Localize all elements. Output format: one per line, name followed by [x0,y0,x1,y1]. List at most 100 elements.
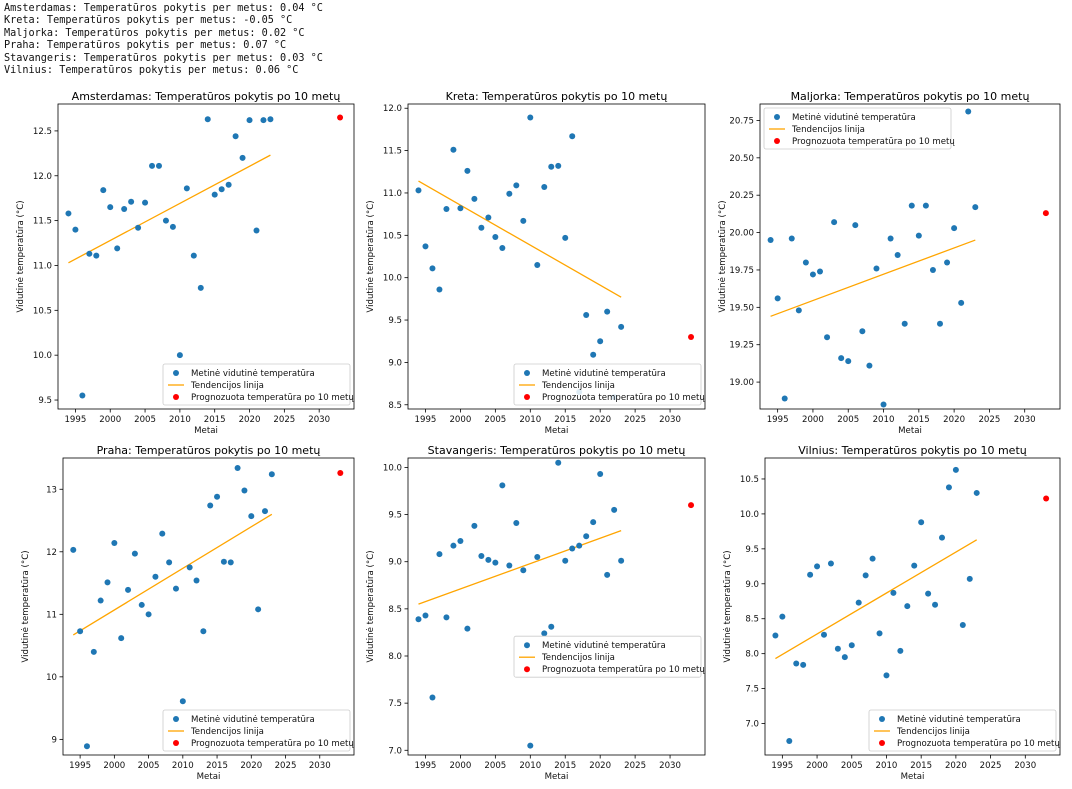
data-point [929,266,936,273]
data-point [513,182,520,189]
y-tick-label: 11.0 [33,261,52,271]
legend-entry: Tendencijos linija [190,727,264,737]
data-point [183,185,190,192]
y-tick-label: 7.5 [388,699,402,709]
y-tick-label: 7.0 [388,746,402,756]
data-point [852,222,859,229]
data-point [436,286,443,293]
data-point [415,187,422,194]
data-point [859,328,866,335]
x-tick-label: 2025 [624,761,646,771]
x-tick-label: 1995 [415,415,437,425]
legend-marker-points [524,370,530,376]
data-point [65,210,72,217]
y-tick-label: 13 [46,485,57,495]
y-tick-label: 11.5 [33,217,52,227]
console-line: Amsterdamas: Temperatūros pokytis per me… [4,3,323,14]
data-point [248,513,255,520]
legend-entry: Prognozuota temperatūra po 10 metų [542,665,705,675]
y-tick-label: 12.5 [33,127,52,137]
chart-title: Praha: Temperatūros pokytis po 10 metų [97,444,321,457]
y-tick-label: 19.25 [729,341,754,351]
x-tick-label: 2000 [449,761,471,771]
legend-marker-points [173,716,179,722]
data-point [114,245,121,252]
forecast-point [688,502,695,509]
y-tick-label: 8.0 [745,650,759,660]
y-axis-label: Vidutinė temperatūra (°C) [16,200,26,312]
data-point [824,334,831,341]
y-tick-label: 9.5 [388,511,402,521]
chart-title: Vilnius: Temperatūros pokytis po 10 metų [798,444,1026,457]
x-tick-label: 2015 [554,761,576,771]
legend-entry: Tendencijos linija [791,125,865,135]
data-point [800,661,807,668]
x-tick-label: 2005 [134,415,156,425]
data-point [464,625,471,632]
data-point [471,195,478,202]
data-point [200,628,207,635]
data-point [541,184,548,191]
y-tick-label: 11.5 [383,147,402,157]
trend-line [418,180,622,298]
x-tick-label: 2020 [239,415,261,425]
x-tick-label: 2015 [204,415,226,425]
data-point [873,265,880,272]
data-point [597,338,604,345]
y-tick-label: 9.5 [745,545,759,555]
forecast-point [1042,210,1049,217]
plot-frame [759,103,1061,410]
data-point [145,611,152,618]
data-point [821,631,827,638]
data-point [214,493,221,500]
data-point [973,489,980,496]
trend-line [770,239,976,317]
x-tick-label: 2015 [908,415,930,425]
y-tick-label: 11.0 [383,189,402,199]
legend: Metinė vidutinė temperatūra Tendencijos l… [763,107,955,150]
x-tick-label: 2010 [873,415,895,425]
data-point [604,308,611,315]
y-axis-label: Vidutinė temperatūra (°C) [723,550,733,662]
y-tick-label: 19.00 [729,378,754,388]
legend: Metinė vidutinė temperatūra Tendencijos l… [162,709,354,752]
console-line: Praha: Temperatūros pokytis per metus: 0… [4,40,287,52]
data-point [555,162,562,169]
trend-line [418,529,622,605]
x-tick-label: 1995 [69,761,91,771]
data-point [499,482,506,489]
data-point [415,616,422,623]
legend-marker-forecast [879,740,885,746]
data-point [220,558,227,565]
data-point [520,217,527,224]
data-point [118,635,125,642]
data-point [241,487,248,494]
data-point [779,613,786,620]
data-point [901,320,908,327]
x-tick-label: 2000 [449,415,471,425]
data-point [155,162,162,169]
data-point [232,133,239,140]
data-point [471,522,478,529]
data-point [534,261,541,268]
x-tick-label: 2000 [802,415,824,425]
x-axis-label: Metai [194,426,218,436]
data-point [845,358,852,365]
legend-marker-forecast [774,138,780,144]
x-tick-label: 2015 [554,415,576,425]
data-point [939,534,945,541]
x-tick-label: 2025 [978,415,1000,425]
data-point [166,559,173,566]
y-tick-label: 20.50 [729,154,754,164]
data-point [569,133,576,140]
data-point [267,116,274,123]
legend-marker-forecast [173,394,179,400]
y-tick-label: 19.50 [729,303,754,313]
y-tick-label: 8.5 [745,615,759,625]
data-point [831,219,838,226]
y-tick-label: 10.5 [740,475,759,485]
data-point [506,562,513,569]
data-point [774,295,781,302]
data-point [152,573,159,580]
data-point [817,268,823,275]
